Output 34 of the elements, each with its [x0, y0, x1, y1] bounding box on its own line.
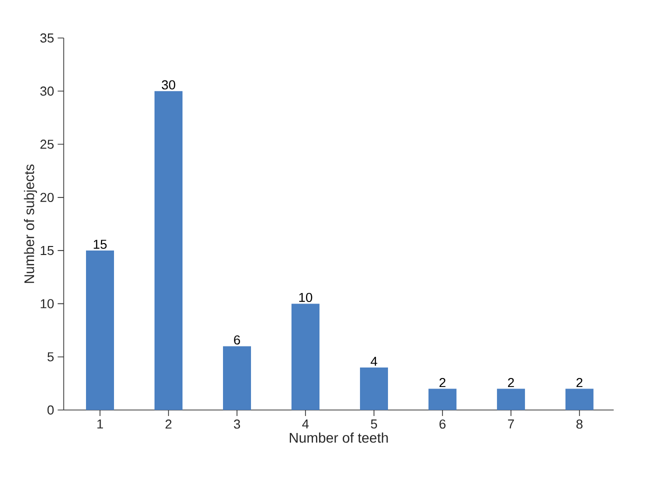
y-tick-label: 35 [40, 33, 54, 43]
y-tick-label: 0 [47, 405, 54, 415]
bar [291, 304, 320, 410]
bar [222, 346, 251, 410]
x-tick-label: 8 [576, 420, 582, 429]
data-label: 6 [234, 335, 240, 345]
bar [86, 250, 114, 410]
y-tick-label: 15 [40, 246, 54, 256]
data-label: 10 [299, 292, 312, 302]
y-tick-label: 10 [40, 299, 54, 308]
x-tick-label: 3 [234, 420, 240, 429]
x-tick-label: 1 [97, 420, 103, 428]
bar [360, 367, 388, 410]
x-axis-title: Number of teeth [290, 432, 388, 443]
data-label: 2 [576, 378, 582, 388]
x-tick-label: 2 [166, 420, 172, 429]
y-tick-label: 25 [40, 140, 54, 149]
bar [154, 91, 183, 410]
data-label: 4 [370, 356, 378, 366]
x-tick-label: 5 [370, 420, 378, 429]
y-tick-label: 20 [40, 192, 54, 202]
data-label: 2 [440, 378, 446, 388]
bar [496, 388, 525, 410]
y-tick-label: 30 [40, 86, 54, 96]
bar [428, 388, 456, 410]
x-tick-label: 4 [302, 420, 309, 428]
bar [565, 388, 594, 410]
data-label: 2 [508, 378, 514, 388]
y-tick-label: 5 [48, 352, 54, 362]
y-axis-title: Number of subjects [24, 164, 37, 283]
data-label: 15 [94, 240, 107, 249]
data-label: 30 [162, 80, 176, 90]
x-tick-label: 7 [508, 420, 514, 428]
x-tick-label: 6 [440, 420, 446, 429]
